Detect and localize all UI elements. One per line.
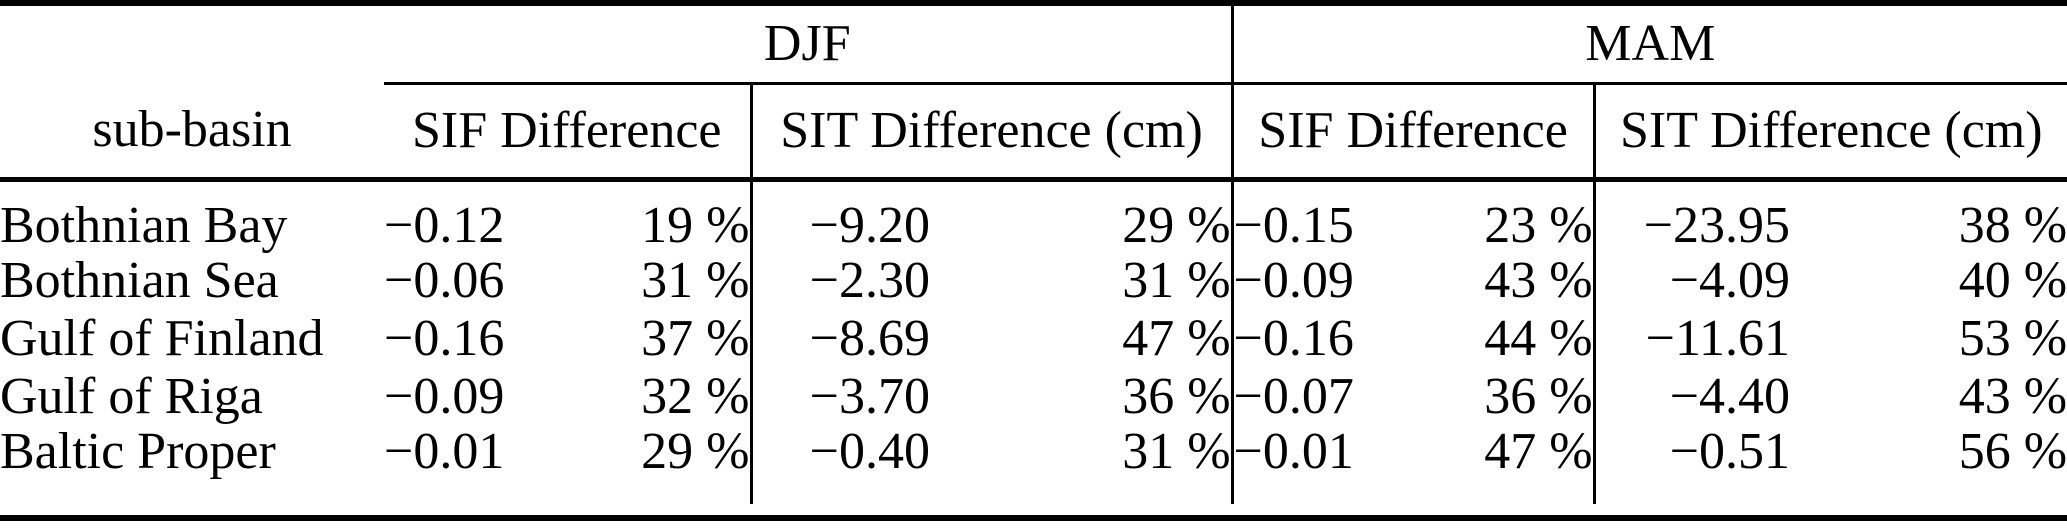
sub-basin-name: Baltic Proper (0, 422, 276, 480)
djf-sit-percent: 31 % (1122, 422, 1231, 480)
season-group-header-row: DJF MAM (0, 3, 2067, 85)
djf-sit-value: −3.70 (749, 367, 930, 426)
column-header-mam-sit-difference: SIT Difference (cm) (1592, 83, 2067, 182)
djf-sif-percent: 32 % (641, 367, 750, 425)
djf-sit-value: −2.30 (749, 251, 930, 310)
corner-spacer-cell (0, 3, 384, 83)
sub-basin-name: Gulf of Riga (0, 367, 263, 425)
season-header-mam: MAM (1230, 3, 2067, 85)
mam-sit-value: −23.95 (1592, 179, 1791, 252)
table-row-bothnian-sea: Bothnian Sea −0.06 31 % −2.30 31 % −0.09… (0, 251, 2067, 310)
mam-sif-percent: 23 % (1484, 196, 1593, 254)
mam-sit-percent: 56 % (1958, 422, 2067, 480)
table-row-gulf-of-riga: Gulf of Riga −0.09 32 % −3.70 36 % −0.07… (0, 367, 2067, 426)
sub-basin-name: Bothnian Bay (0, 196, 288, 254)
column-header-djf-sit-difference: SIT Difference (cm) (749, 83, 1233, 182)
djf-sif-value: −0.16 (384, 309, 505, 367)
column-header-row: sub-basin SIF Difference SIT Difference … (0, 83, 2067, 182)
mam-sif-value: −0.15 (1230, 179, 1403, 252)
djf-sit-percent: 29 % (1122, 196, 1231, 254)
djf-sit-value: −0.40 (749, 425, 930, 504)
mam-sit-value: −11.61 (1592, 309, 1791, 368)
mam-sif-value: −0.16 (1230, 309, 1403, 368)
sub-basin-name: Bothnian Sea (0, 251, 279, 309)
mam-sif-value: −0.01 (1230, 425, 1403, 504)
table-row-baltic-proper: Baltic Proper −0.01 29 % −0.40 31 % −0.0… (0, 422, 2067, 504)
column-header-djf-sif-difference: SIF Difference (384, 83, 751, 182)
djf-sif-value: −0.12 (384, 196, 505, 254)
mam-sit-percent: 40 % (1958, 251, 2067, 309)
djf-sif-percent: 19 % (641, 196, 750, 254)
mam-sit-percent: 43 % (1958, 367, 2067, 425)
djf-sif-value: −0.09 (384, 367, 505, 425)
djf-sif-percent: 31 % (641, 251, 750, 309)
bottom-spacer-row (0, 504, 2067, 518)
mam-sif-percent: 44 % (1484, 309, 1593, 367)
mam-sit-value: −0.51 (1592, 425, 1791, 504)
djf-sif-percent: 37 % (641, 309, 750, 367)
djf-sit-value: −8.69 (749, 309, 930, 368)
mam-sit-percent: 38 % (1958, 196, 2067, 254)
djf-sit-percent: 47 % (1122, 309, 1231, 367)
djf-sif-percent: 29 % (641, 422, 750, 480)
season-header-djf: DJF (384, 3, 1233, 85)
djf-sit-percent: 36 % (1122, 367, 1231, 425)
mam-sif-value: −0.07 (1230, 367, 1403, 426)
mam-sif-percent: 36 % (1484, 367, 1593, 425)
column-header-sub-basin: sub-basin (0, 83, 384, 182)
mam-sif-percent: 43 % (1484, 251, 1593, 309)
mam-sit-percent: 53 % (1958, 309, 2067, 367)
djf-sif-value: −0.01 (384, 422, 505, 480)
mam-sif-value: −0.09 (1230, 251, 1403, 310)
mam-sit-value: −4.40 (1592, 367, 1791, 426)
seasonal-sea-ice-difference-table: DJF MAM sub-basin SIF Difference SIT Dif… (0, 0, 2067, 521)
djf-sif-value: −0.06 (384, 251, 505, 309)
bottom-spacer-cell (0, 504, 2067, 518)
djf-sit-value: −9.20 (749, 179, 930, 252)
mam-sif-percent: 47 % (1484, 422, 1593, 480)
mam-sit-value: −4.09 (1592, 251, 1791, 310)
sub-basin-name: Gulf of Finland (0, 309, 324, 367)
table-row-bothnian-bay: Bothnian Bay −0.12 19 % −9.20 29 % −0.15… (0, 179, 2067, 252)
table-row-gulf-of-finland: Gulf of Finland −0.16 37 % −8.69 47 % −0… (0, 309, 2067, 368)
column-header-mam-sif-difference: SIF Difference (1230, 83, 1595, 182)
djf-sit-percent: 31 % (1122, 251, 1231, 309)
